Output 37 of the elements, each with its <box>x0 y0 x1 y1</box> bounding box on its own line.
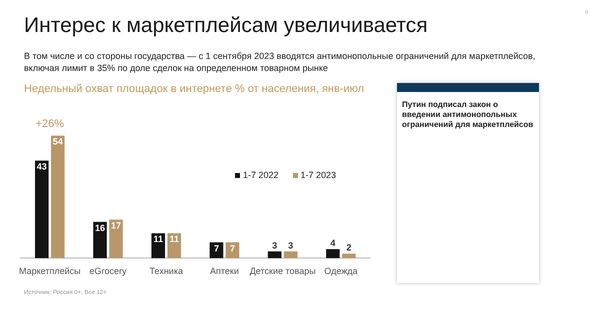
bar <box>93 222 107 258</box>
data-label: 4 <box>330 238 336 248</box>
data-label: 11 <box>169 234 179 244</box>
data-label: 3 <box>288 240 294 250</box>
bar <box>151 233 166 258</box>
bar <box>342 254 356 258</box>
x-axis-title: Недельный охват площадок в интернете % от населения, янв-июл <box>24 83 364 95</box>
legend-label: 1-7 2022 <box>242 170 279 180</box>
x-tick-label: Одежда <box>324 266 358 276</box>
data-label: 2 <box>346 242 352 253</box>
bar <box>167 233 182 258</box>
bar <box>210 242 224 258</box>
data-label: 43 <box>36 162 47 172</box>
bar <box>226 242 240 258</box>
x-tick-label: Техника <box>150 266 183 276</box>
x-tick-label: Детские товары <box>250 266 316 276</box>
bar <box>34 160 49 258</box>
bar <box>51 136 65 258</box>
bar <box>109 220 123 258</box>
bar <box>284 251 298 258</box>
data-label: 16 <box>95 222 106 233</box>
article-screenshot: Путин подписал закон о введении антимонопольных ограничений для маркетплейсов <box>397 83 539 283</box>
data-label: 7 <box>214 243 219 254</box>
x-tick-label: Аптеки <box>210 266 239 276</box>
data-label: 3 <box>272 240 278 250</box>
data-label: 17 <box>111 220 122 231</box>
x-tick-label: eGrocery <box>90 266 128 276</box>
chart-title: Интерес к маркетплейсам увеличивается <box>24 14 428 38</box>
data-label: 7 <box>230 243 235 254</box>
annotation: +26% <box>36 118 64 130</box>
chart-subtitle: В том числе и со стороны государства — с 1 сентября 2023 вводятся антимонопольные ограничений для маркетплейсов, включая лимит в 35% по доле сделок на определенном товарном рынке <box>24 50 536 74</box>
data-label: 54 <box>52 136 63 147</box>
bar <box>326 249 340 258</box>
bar <box>268 251 282 258</box>
legend-label: 1-7 2023 <box>300 170 336 180</box>
data-label: 11 <box>153 234 163 244</box>
x-tick-label: Маркетплейсы <box>18 266 81 276</box>
